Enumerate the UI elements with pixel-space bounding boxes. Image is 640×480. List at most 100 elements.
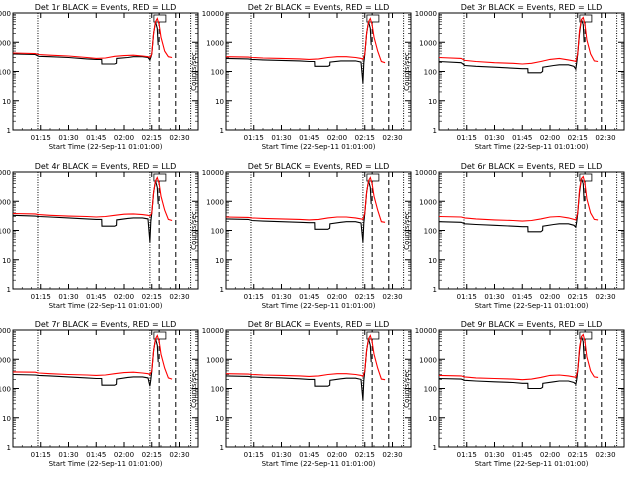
interval-marker-box — [366, 331, 380, 340]
x-tick-label: 01:30 — [271, 293, 291, 301]
y-tick-label: 1000 — [0, 39, 11, 47]
x-tick-label: 01:15 — [457, 293, 477, 301]
interval-marker-box — [153, 14, 167, 23]
x-axis-label: Start Time (22-Sep-11 01:01:00) — [475, 460, 589, 468]
x-tick-label: 02:00 — [540, 293, 560, 301]
panel-title: Det 7r BLACK = Events, RED = LLD — [35, 320, 177, 329]
x-tick-label: 01:15 — [244, 451, 264, 459]
y-tick-label: 10000 — [202, 327, 224, 335]
x-tick-label: 02:15 — [568, 451, 588, 459]
y-tick-label: 1000 — [419, 39, 437, 47]
lld-series-line — [438, 175, 599, 222]
detector-panel: Det 6r BLACK = Events, RED = LLD Counts/s… — [403, 162, 625, 310]
detector-panel: Det 5r BLACK = Events, RED = LLD Counts/s… — [190, 162, 412, 310]
panel-title: Det 4r BLACK = Events, RED = LLD — [35, 162, 177, 171]
y-tick-label: 1000 — [206, 39, 224, 47]
y-tick-label: 10 — [428, 98, 437, 106]
x-axis-label: Start Time (22-Sep-11 01:01:00) — [262, 143, 376, 151]
x-tick-label: 01:30 — [58, 293, 78, 301]
events-series-line — [225, 21, 372, 84]
x-tick-label: 02:00 — [114, 293, 134, 301]
x-tick-label: 02:30 — [169, 451, 189, 459]
y-tick-label: 1000 — [206, 198, 224, 206]
y-tick-label: 100 — [0, 228, 11, 236]
y-tick-label: 1 — [433, 127, 437, 135]
panel-title: Det 8r BLACK = Events, RED = LLD — [248, 320, 390, 329]
y-tick-label: 10 — [428, 415, 437, 423]
x-tick-label: 02:30 — [595, 451, 615, 459]
y-tick-label: 100 — [0, 69, 11, 77]
x-tick-label: 02:00 — [327, 293, 347, 301]
x-tick-label: 01:45 — [299, 293, 319, 301]
events-series-line — [438, 178, 585, 233]
y-tick-label: 1 — [220, 127, 224, 135]
y-tick-label: 100 — [424, 69, 437, 77]
x-tick-label: 01:30 — [484, 451, 504, 459]
y-tick-label: 1000 — [0, 198, 11, 206]
y-tick-label: 1 — [433, 444, 437, 452]
x-tick-label: 02:15 — [355, 451, 375, 459]
detector-panel: Det 3r BLACK = Events, RED = LLD Counts/s… — [403, 3, 625, 151]
x-axis-label: Start Time (22-Sep-11 01:01:00) — [49, 143, 163, 151]
y-tick-label: 100 — [211, 386, 224, 394]
interval-marker-box — [579, 173, 593, 182]
x-tick-label: 01:15 — [31, 293, 51, 301]
panel-title: Det 9r BLACK = Events, RED = LLD — [461, 320, 603, 329]
y-axis-label: Counts/sec — [403, 369, 411, 408]
x-tick-label: 01:45 — [512, 293, 532, 301]
x-tick-label: 01:45 — [86, 293, 106, 301]
events-series-line — [438, 19, 585, 74]
x-tick-label: 02:00 — [327, 134, 347, 142]
y-tick-label: 10000 — [202, 169, 224, 177]
y-tick-label: 10 — [2, 98, 11, 106]
y-tick-label: 100 — [0, 386, 11, 394]
y-tick-label: 1 — [220, 444, 224, 452]
lld-series-line — [438, 333, 599, 381]
y-tick-label: 100 — [211, 69, 224, 77]
events-series-line — [12, 338, 159, 387]
detector-panel: Det 4r BLACK = Events, RED = LLD Counts/s… — [0, 162, 199, 310]
y-tick-label: 100 — [424, 386, 437, 394]
y-tick-label: 10000 — [0, 327, 11, 335]
y-tick-label: 1000 — [419, 356, 437, 364]
y-tick-label: 1000 — [0, 356, 11, 364]
interval-marker-box — [153, 331, 167, 340]
y-axis-label: Counts/sec — [403, 52, 411, 91]
y-tick-label: 1 — [433, 286, 437, 294]
plot-frame — [225, 12, 412, 131]
x-tick-label: 02:00 — [114, 134, 134, 142]
lld-series-line — [225, 17, 386, 64]
x-tick-label: 01:30 — [271, 134, 291, 142]
x-axis-label: Start Time (22-Sep-11 01:01:00) — [475, 302, 589, 310]
x-tick-label: 02:30 — [382, 451, 402, 459]
x-tick-label: 02:30 — [595, 134, 615, 142]
lld-series-line — [12, 334, 173, 380]
lld-series-line — [438, 16, 599, 65]
plot-frame — [12, 329, 199, 448]
y-tick-label: 1 — [7, 127, 11, 135]
x-tick-label: 01:45 — [299, 134, 319, 142]
x-tick-label: 02:30 — [382, 134, 402, 142]
x-tick-label: 02:15 — [568, 293, 588, 301]
panel-title: Det 2r BLACK = Events, RED = LLD — [248, 3, 390, 12]
plot-frame — [438, 171, 625, 290]
detector-panel: Det 9r BLACK = Events, RED = LLD Counts/s… — [403, 320, 625, 468]
y-tick-label: 1 — [7, 286, 11, 294]
x-tick-label: 02:30 — [169, 293, 189, 301]
events-series-line — [438, 336, 585, 390]
x-tick-label: 01:15 — [457, 134, 477, 142]
y-tick-label: 10000 — [415, 327, 437, 335]
plot-frame — [225, 329, 412, 448]
y-tick-label: 10 — [215, 415, 224, 423]
x-axis-label: Start Time (22-Sep-11 01:01:00) — [262, 302, 376, 310]
x-tick-label: 01:30 — [271, 451, 291, 459]
y-tick-label: 10000 — [202, 10, 224, 18]
y-axis-label: Counts/sec — [190, 52, 198, 91]
y-tick-label: 1000 — [419, 198, 437, 206]
y-axis-label: Counts/sec — [190, 369, 198, 408]
x-tick-label: 01:30 — [484, 293, 504, 301]
x-tick-label: 01:15 — [244, 293, 264, 301]
x-tick-label: 02:15 — [142, 134, 162, 142]
x-tick-label: 01:45 — [86, 451, 106, 459]
y-tick-label: 100 — [211, 228, 224, 236]
